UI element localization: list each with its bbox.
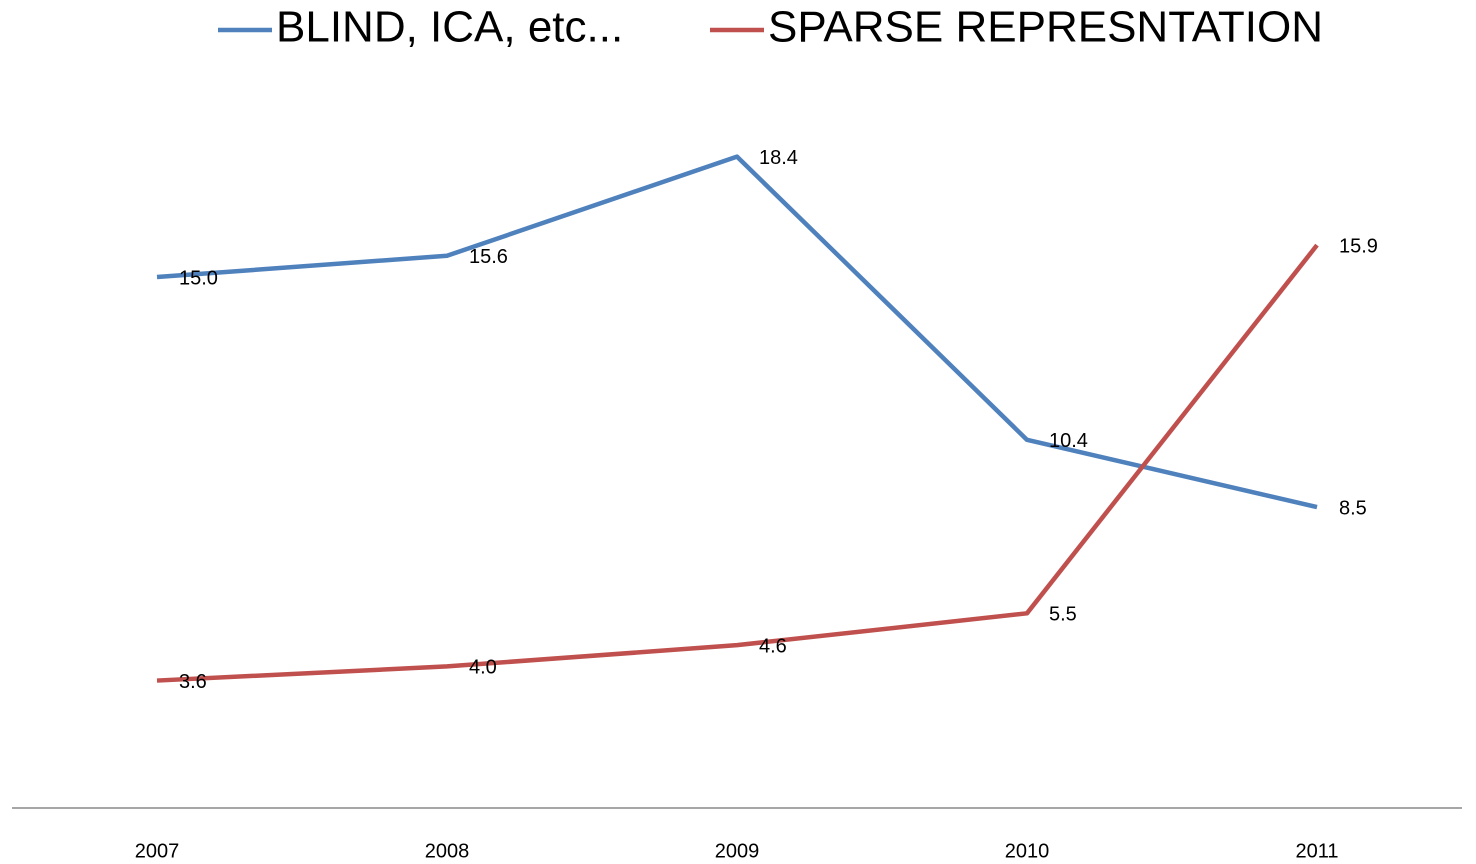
data-label: 4.0 [469,657,497,679]
data-label: 10.4 [1049,430,1088,452]
x-tick-label: 2011 [1295,840,1338,862]
data-label: 3.6 [179,671,207,693]
data-label: 15.0 [179,267,218,289]
x-tick-label: 2007 [135,840,180,862]
x-tick-label: 2009 [715,840,760,862]
series-line [156,154,1318,510]
data-label: 8.5 [1339,497,1367,519]
x-tick-label: 2010 [1005,840,1050,862]
data-label: 15.9 [1339,235,1378,257]
legend-label: SPARSE REPRESNTATION [768,3,1323,52]
data-label: 18.4 [759,147,798,169]
data-label: 5.5 [1049,604,1077,626]
x-tick-label: 2008 [425,840,470,862]
series-line [156,243,1319,683]
data-label: 4.6 [759,635,787,657]
legend-label: BLIND, ICA, etc... [276,3,623,52]
data-label: 15.6 [469,246,508,268]
